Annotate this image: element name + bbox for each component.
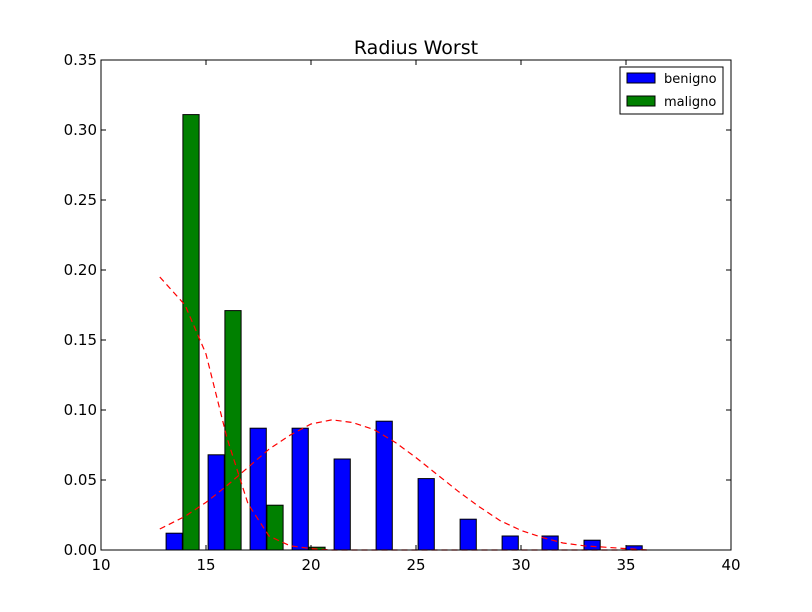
bar-maligno-0 (182, 114, 200, 551)
legend-label-benigno: benigno (664, 72, 717, 87)
y-tick-label-5: 0.25 (64, 191, 97, 209)
y-tick-label-0: 0.00 (64, 541, 97, 559)
bar-benigno-5 (375, 420, 393, 551)
y-tick-label-4: 0.20 (64, 261, 97, 279)
bar-benigno-1 (207, 454, 225, 551)
ticks-layer: 10 15 20 25 30 35 40 0.00 0.05 0.10 0.15 0.20 0.25 0.… (64, 51, 741, 574)
x-tick-label-1: 15 (196, 556, 215, 574)
x-tick-label-4: 30 (511, 556, 530, 574)
bar-benigno-2 (249, 427, 267, 551)
bar-benigno-8 (501, 535, 519, 551)
x-tick-label-5: 35 (616, 556, 635, 574)
y-tick-label-2: 0.10 (64, 401, 97, 419)
x-tick-label-6: 40 (721, 556, 740, 574)
legend-swatch-maligno (626, 95, 656, 107)
chart-title: Radius Worst (354, 37, 478, 59)
bar-maligno-2 (266, 504, 284, 551)
y-tick-label-6: 0.30 (64, 121, 97, 139)
bar-benigno-3 (291, 427, 309, 551)
bar-benigno-7 (459, 518, 477, 551)
density-curve-0 (159, 419, 648, 551)
bar-maligno-1 (224, 310, 242, 551)
legend: benigno maligno (619, 66, 724, 115)
y-tick-label-1: 0.05 (64, 471, 97, 489)
bar-benigno-0 (165, 532, 183, 551)
legend-label-maligno: maligno (664, 95, 716, 110)
bars-layer (165, 114, 643, 551)
y-tick-label-7: 0.35 (64, 51, 97, 69)
legend-swatch-benigno (626, 72, 656, 84)
bar-benigno-6 (417, 478, 435, 551)
y-tick-label-3: 0.15 (64, 331, 97, 349)
x-tick-label-0: 10 (91, 556, 110, 574)
plot-area-background (101, 60, 731, 550)
bar-benigno-4 (333, 458, 351, 551)
x-tick-label-2: 20 (301, 556, 320, 574)
bar-benigno-10 (583, 539, 601, 551)
x-tick-label-3: 25 (406, 556, 425, 574)
